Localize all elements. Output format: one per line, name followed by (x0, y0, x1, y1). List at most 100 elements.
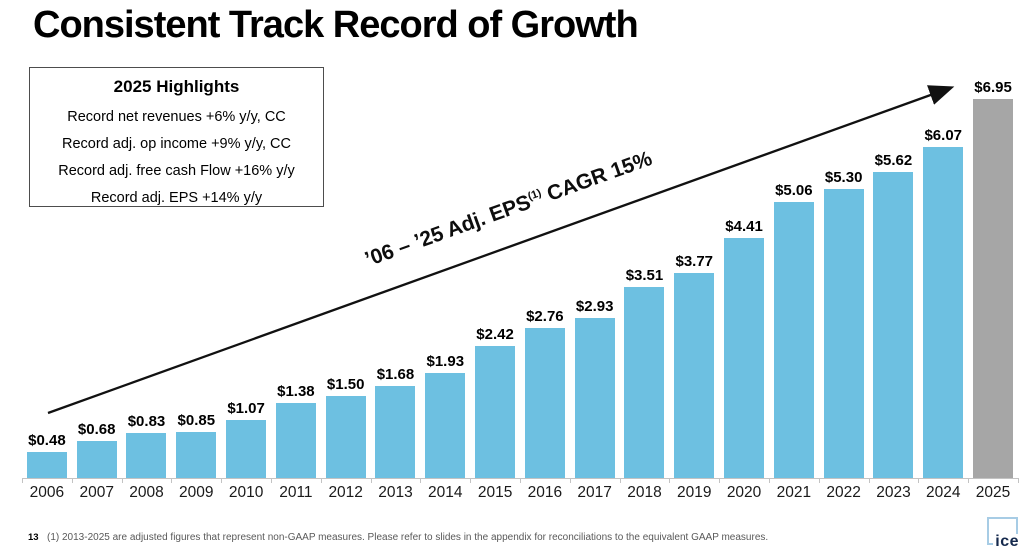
bar-value-label: $5.06 (775, 182, 813, 200)
highlight-line: Record adj. EPS +14% y/y (90, 190, 263, 206)
axis-tick (918, 479, 920, 483)
year-label: 2022 (826, 484, 861, 501)
year-label: 2019 (677, 484, 712, 501)
bar-value-label: $4.41 (725, 217, 763, 235)
bar-value-label: $2.76 (526, 307, 564, 325)
page-title: Consistent Track Record of Growth (33, 4, 639, 46)
bar-value-label: $3.51 (625, 266, 664, 284)
x-axis-ticks (22, 479, 1019, 483)
highlights-box: 2025 Highlights Record net revenues +6% … (29, 67, 324, 207)
bar-column: $0.85 (171, 70, 221, 478)
bar-value-label: $0.85 (177, 411, 216, 429)
bar-value-label: $1.50 (326, 376, 365, 394)
axis-tick (221, 479, 223, 483)
axis-tick (22, 479, 23, 483)
year-label: 2017 (577, 484, 612, 501)
bar (475, 346, 516, 478)
axis-tick (1017, 479, 1019, 483)
bar-column: $2.42 (470, 70, 520, 478)
highlight-line: Record adj. free cash Flow +16% y/y (58, 163, 295, 179)
year-label: 2021 (776, 484, 812, 501)
bar-value-label: $6.07 (924, 127, 963, 145)
year-label: 2020 (726, 484, 762, 501)
bar (624, 286, 665, 478)
axis-tick (868, 479, 870, 483)
bar-column: $0.48 (22, 70, 72, 478)
bar (973, 99, 1014, 478)
bar-column: $0.68 (72, 70, 122, 478)
bar (76, 440, 117, 478)
axis-tick (968, 479, 970, 483)
bar-column: $6.95 (968, 70, 1018, 478)
x-axis-labels: 2006 2007 2008 2009 2010 2011 2012 2013 2014 2015… (22, 484, 1018, 502)
bar (674, 272, 715, 478)
bar-column: $1.50 (321, 70, 371, 478)
footnote: (1) 2013-2025 are adjusted figures that … (47, 532, 769, 543)
year-label: 2011 (279, 484, 313, 501)
bar-column: $6.07 (918, 70, 968, 478)
bar-value-label: $2.42 (476, 326, 514, 344)
axis-tick (121, 479, 123, 483)
bar-value-label: $1.07 (227, 399, 265, 417)
page-number: 13 (28, 532, 39, 543)
axis-tick (370, 479, 372, 483)
bar-value-label: $6.95 (974, 79, 1012, 97)
year-label: 2016 (527, 484, 563, 501)
bar (873, 171, 914, 478)
bar-column: $1.68 (371, 70, 421, 478)
axis-tick (669, 479, 671, 483)
bar (325, 396, 366, 478)
year-label: 2025 (975, 484, 1011, 501)
year-label: 2006 (29, 484, 65, 501)
axis-tick (270, 479, 272, 483)
axis-tick (171, 479, 173, 483)
axis-tick (420, 479, 422, 483)
ice-logo: ice (987, 517, 1019, 550)
bar (524, 327, 565, 478)
year-label: 2024 (926, 484, 961, 501)
bar-column: $5.30 (819, 70, 869, 478)
year-label: 2010 (228, 484, 264, 501)
bar-column: $3.77 (669, 70, 719, 478)
bar (425, 372, 466, 478)
year-label: 2009 (179, 484, 214, 501)
bar-value-label: $5.62 (874, 151, 913, 169)
bar-column: $2.76 (520, 70, 570, 478)
bar (773, 202, 814, 478)
bar-value-label: $5.30 (824, 169, 863, 187)
bar-value-label: $3.77 (675, 252, 714, 270)
bar-value-label: $0.48 (28, 431, 66, 449)
axis-tick (768, 479, 770, 483)
axis-tick (71, 479, 73, 483)
bar-column: $4.41 (719, 70, 769, 478)
year-label: 2014 (428, 484, 463, 501)
bar-value-label: $0.83 (127, 412, 166, 430)
highlight-line: Record adj. op income +9% y/y, CC (61, 136, 291, 152)
axis-tick (470, 479, 472, 483)
year-label: 2008 (129, 484, 164, 501)
x-axis-line (22, 478, 1019, 479)
bar-value-label: $1.93 (426, 352, 465, 370)
bar (823, 189, 864, 478)
axis-tick (619, 479, 621, 483)
bar-column: $0.83 (122, 70, 172, 478)
highlights-title: 2025 Highlights (113, 77, 240, 96)
year-label: 2013 (378, 484, 413, 501)
bar (724, 237, 765, 478)
axis-tick (719, 479, 721, 483)
bar-column: $3.51 (620, 70, 670, 478)
axis-tick (320, 479, 322, 483)
bar-column: $1.93 (420, 70, 470, 478)
axis-tick (569, 479, 571, 483)
axis-tick (519, 479, 521, 483)
bar (226, 419, 267, 478)
bar (923, 147, 964, 478)
bar (574, 318, 615, 478)
bar (26, 451, 67, 478)
bar-column: $2.93 (570, 70, 620, 478)
axis-tick (818, 479, 820, 483)
ice-logo-text: ice (993, 533, 1019, 550)
bar-value-label: $1.68 (376, 366, 415, 384)
bar (275, 402, 316, 478)
